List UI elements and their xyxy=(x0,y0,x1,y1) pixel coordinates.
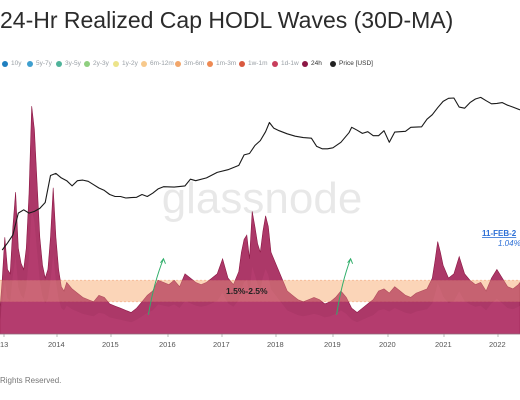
chart-legend: 10y 5y-7y 3y-5y 2y-3y 1y-2y 6m-12m 3m-6m 1m-3m 1… xyxy=(0,60,520,70)
trend-arrow xyxy=(147,258,164,315)
series-area-inner xyxy=(0,208,520,334)
legend-label: 1d-1w xyxy=(281,60,299,67)
legend-label: 10y xyxy=(11,60,22,67)
legend-label: 1w-1m xyxy=(248,60,268,67)
price-layer xyxy=(1,96,520,251)
x-tick-label: 2014 xyxy=(48,340,65,349)
legend-item[interactable]: 1d-1w xyxy=(272,60,299,67)
series-line-price xyxy=(1,96,520,251)
x-tick-label: 2015 xyxy=(102,340,119,349)
legend-swatch xyxy=(84,60,90,67)
legend-swatch xyxy=(330,60,336,67)
legend-swatch xyxy=(113,60,119,67)
legend-swatch xyxy=(272,60,278,67)
legend-item[interactable]: 3m-6m xyxy=(175,60,204,67)
legend-item[interactable]: 1m-3m xyxy=(207,60,236,67)
area-layer xyxy=(0,106,520,335)
legend-label: 1y-2y xyxy=(122,60,138,67)
x-tick-label: 2020 xyxy=(379,340,396,349)
legend-item[interactable]: 6m-12m xyxy=(141,60,174,67)
legend-item[interactable]: 5y-7y xyxy=(27,60,52,67)
legend-label: 5y-7y xyxy=(36,60,52,67)
legend-item[interactable]: Price [USD] xyxy=(330,60,373,67)
series-area-24h xyxy=(0,106,520,335)
legend-item[interactable]: 1w-1m xyxy=(239,60,268,67)
x-tick-label: 2022 xyxy=(489,340,506,349)
legend-swatch xyxy=(239,60,245,67)
band-overlay xyxy=(0,280,520,302)
footer-text: Rights Reserved. xyxy=(0,376,62,385)
x-tick-label: 13 xyxy=(0,340,8,349)
legend-swatch xyxy=(302,60,308,67)
trend-arrow xyxy=(336,258,352,315)
legend-item[interactable]: 1y-2y xyxy=(113,60,138,67)
watermark: glassnode xyxy=(162,174,363,223)
legend-swatch xyxy=(141,60,147,67)
trend-arrowhead xyxy=(160,257,166,264)
legend-label: Price [USD] xyxy=(339,60,373,67)
x-tick-label: 2019 xyxy=(324,340,341,349)
band-label: 1.5%-2.5% xyxy=(226,286,268,296)
legend-swatch xyxy=(2,60,8,67)
legend-label: 3m-6m xyxy=(184,60,205,67)
x-tick-label: 2017 xyxy=(213,340,230,349)
chart-title: 24-Hr Realized Cap HODL Waves (30D-MA) xyxy=(0,7,454,33)
legend-swatch xyxy=(56,60,62,67)
x-tick-label: 2021 xyxy=(435,340,452,349)
x-tick-label: 2016 xyxy=(159,340,176,349)
value-label: 1.04% xyxy=(498,239,520,248)
legend-swatch xyxy=(27,60,33,67)
legend-label: 2y-3y xyxy=(93,60,109,67)
legend-label: 1m-3m xyxy=(216,60,237,67)
legend-item[interactable]: 24h xyxy=(302,60,322,67)
x-tick-label: 2018 xyxy=(267,340,284,349)
date-label: 11-FEB-2 xyxy=(482,229,517,238)
legend-item[interactable]: 10y xyxy=(2,60,21,67)
legend-label: 3y-5y xyxy=(65,60,81,67)
legend-label: 6m-12m xyxy=(150,60,174,67)
legend-swatch xyxy=(175,60,181,67)
legend-item[interactable]: 3y-5y xyxy=(56,60,81,67)
annotation-layer: 1.5%-2.5% 11-FEB-21.04% xyxy=(147,229,520,315)
trend-arrowhead xyxy=(347,257,354,264)
legend-item[interactable]: 2y-3y xyxy=(84,60,109,67)
legend-swatch xyxy=(207,60,213,67)
legend-label: 24h xyxy=(311,60,322,67)
x-axis: 13 2014 2015 2016 2017 2018 2019 2020 2021 2022 xyxy=(0,333,520,349)
